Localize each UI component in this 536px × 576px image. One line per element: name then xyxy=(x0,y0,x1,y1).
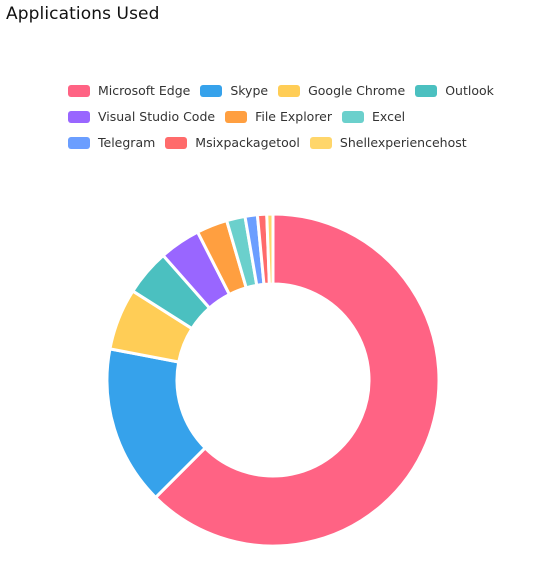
legend-swatch xyxy=(200,84,223,97)
legend-swatch xyxy=(68,136,90,149)
legend-item[interactable]: Shellexperiencehost xyxy=(309,134,467,151)
legend-label: Skype xyxy=(230,83,269,98)
legend-label: Google Chrome xyxy=(308,83,406,98)
legend-item[interactable]: Microsoft Edge xyxy=(68,82,190,99)
legend-label: Telegram xyxy=(98,135,156,150)
legend-item[interactable]: Excel xyxy=(342,108,405,125)
legend-item[interactable]: File Explorer xyxy=(225,108,332,125)
legend-swatch xyxy=(68,84,90,97)
doughnut-slice[interactable] xyxy=(154,212,441,548)
legend-swatch xyxy=(225,110,248,123)
legend-swatch xyxy=(278,84,301,97)
legend-label: Msixpackagetool xyxy=(195,135,300,150)
legend-swatch xyxy=(68,110,90,123)
legend-label: Excel xyxy=(372,109,406,124)
legend-item[interactable]: Telegram xyxy=(68,134,155,151)
legend-swatch xyxy=(309,136,332,149)
legend-swatch xyxy=(415,84,438,97)
legend-swatch xyxy=(165,136,188,149)
legend-label: Visual Studio Code xyxy=(98,109,216,124)
legend-item[interactable]: Visual Studio Code xyxy=(68,108,215,125)
legend-item[interactable]: Google Chrome xyxy=(278,82,405,99)
doughnut-slice[interactable] xyxy=(265,212,275,286)
legend-label: Outlook xyxy=(445,83,494,98)
legend-item[interactable]: Outlook xyxy=(415,82,494,99)
legend-label: Microsoft Edge xyxy=(98,83,191,98)
legend-item[interactable]: Skype xyxy=(200,82,268,99)
legend-label: File Explorer xyxy=(255,109,333,124)
page-title: Applications Used xyxy=(6,4,160,24)
legend-label: Shellexperiencehost xyxy=(339,135,467,150)
legend-item[interactable]: Msixpackagetool xyxy=(165,134,300,151)
legend-swatch xyxy=(342,110,365,123)
chart-legend: Microsoft Edge Skype Google Chrome Outlook V… xyxy=(68,82,498,151)
